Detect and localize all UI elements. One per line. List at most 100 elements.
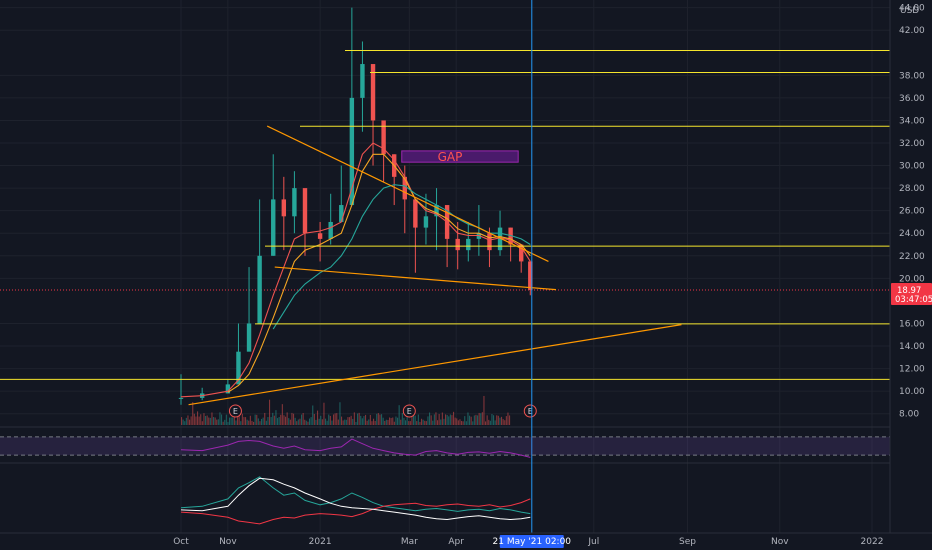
volume-bar bbox=[486, 415, 488, 425]
volume-bar bbox=[193, 413, 195, 425]
volume-bar bbox=[505, 416, 507, 425]
rsi-pane: 80.0040.00 bbox=[0, 433, 924, 461]
dmi-line-2 bbox=[180, 477, 531, 521]
candle-body bbox=[281, 199, 287, 217]
volume-bar bbox=[355, 421, 357, 425]
volume-bar bbox=[352, 418, 354, 425]
volume-bar bbox=[363, 416, 365, 425]
volume-bar bbox=[187, 415, 189, 425]
volume-bar bbox=[350, 415, 352, 425]
volume-bar bbox=[475, 414, 477, 425]
earnings-marker-circle bbox=[523, 404, 537, 418]
volume-bar bbox=[425, 421, 427, 425]
volume-bar bbox=[320, 415, 322, 425]
volume-bar bbox=[318, 418, 320, 425]
volume-bar bbox=[240, 421, 242, 425]
volume-bar bbox=[403, 417, 405, 425]
volume-bar bbox=[489, 420, 491, 425]
volume-bar bbox=[313, 413, 315, 425]
candle-body bbox=[328, 221, 333, 239]
volume-bar bbox=[214, 417, 216, 425]
volume-bar bbox=[251, 420, 253, 425]
price-axis[interactable]: 44.00 42.00 38.00 36.00 34.00 32.00 30.00 28.00… bbox=[889, 0, 932, 533]
volume-bar bbox=[344, 419, 346, 425]
volume-bar bbox=[405, 420, 407, 425]
price-tick-label: 36.00 bbox=[899, 94, 925, 104]
volume-bar bbox=[430, 415, 432, 425]
volume-bar bbox=[216, 419, 218, 425]
earnings-marker-circle bbox=[228, 404, 242, 418]
volume-bar bbox=[353, 412, 355, 425]
time-tick-label: Apr bbox=[448, 537, 464, 547]
volume-bar bbox=[317, 410, 319, 425]
volume-bar bbox=[480, 413, 482, 425]
volume-bar bbox=[472, 421, 474, 425]
volume-bar bbox=[213, 417, 215, 425]
volume-bar bbox=[217, 419, 219, 425]
volume-bar bbox=[461, 420, 463, 425]
volume-bar bbox=[401, 412, 403, 425]
volume-bar bbox=[446, 414, 448, 425]
volume-bar bbox=[395, 416, 397, 425]
earnings-marker-circle bbox=[402, 404, 416, 418]
volume-bar bbox=[337, 419, 339, 425]
volume-bar bbox=[424, 420, 426, 425]
volume-bar bbox=[201, 421, 203, 425]
price-tick-label: 38.00 bbox=[899, 71, 925, 81]
volume-bar bbox=[393, 421, 395, 425]
volume-bar bbox=[379, 414, 381, 425]
volume-bar bbox=[277, 418, 279, 425]
volume-bar bbox=[205, 415, 207, 425]
volume-bar bbox=[376, 413, 378, 425]
volume-bar bbox=[381, 414, 383, 425]
time-axis[interactable]: Oct Nov 2021 Mar Apr Jul Sep Nov 2022 21 May '21 … bbox=[0, 532, 932, 548]
dmi-pane: 75.000050.000025.00000.0000 bbox=[180, 469, 932, 534]
volume-bar bbox=[294, 417, 296, 425]
volume-bar bbox=[502, 419, 504, 425]
candle-body bbox=[402, 176, 407, 200]
volume-bar bbox=[285, 416, 287, 425]
candlestick-series bbox=[178, 7, 533, 405]
candle-body bbox=[302, 188, 308, 234]
volume-bar bbox=[238, 413, 240, 425]
volume-bar bbox=[457, 420, 459, 425]
volume-bar bbox=[328, 414, 330, 425]
volume-bar bbox=[190, 416, 192, 425]
time-tick-label: 2022 bbox=[861, 537, 884, 547]
volume-bar bbox=[334, 413, 336, 425]
dmi-line-1 bbox=[180, 498, 531, 525]
volume-bar bbox=[449, 414, 451, 425]
volume-bar bbox=[262, 417, 264, 425]
candle-body bbox=[455, 238, 460, 251]
volume-bar bbox=[208, 417, 210, 425]
volume-bar bbox=[368, 419, 370, 425]
volume-bar bbox=[448, 416, 450, 425]
candle-body bbox=[339, 205, 344, 222]
volume-bar bbox=[485, 421, 487, 425]
volume-bar bbox=[281, 404, 283, 425]
volume-bar bbox=[465, 421, 467, 425]
volume-bar bbox=[499, 417, 501, 425]
horizontal-levels[interactable]: 40.2038.2533.4822.8615.9711.04 bbox=[0, 44, 932, 386]
volume-bar bbox=[267, 417, 269, 425]
trendlines[interactable] bbox=[188, 125, 682, 406]
volume-bar bbox=[435, 412, 437, 425]
price-tick-label: 24.00 bbox=[899, 229, 925, 239]
candle-body bbox=[466, 238, 471, 251]
volume-bar bbox=[297, 419, 299, 425]
moving-averages bbox=[180, 142, 531, 398]
volume-bar bbox=[280, 414, 282, 425]
candle-body bbox=[271, 199, 276, 256]
volume-bar bbox=[470, 416, 472, 425]
volume-bar bbox=[400, 419, 402, 425]
price-tick-label: 28.00 bbox=[899, 184, 925, 194]
volume-bar bbox=[392, 417, 394, 425]
volume-bar bbox=[345, 419, 347, 425]
earnings-marker-label: E bbox=[407, 407, 412, 416]
volume-bar bbox=[254, 414, 256, 425]
dmi-line-0 bbox=[180, 476, 531, 515]
volume-bar bbox=[373, 418, 375, 425]
volume-bar bbox=[232, 417, 234, 425]
